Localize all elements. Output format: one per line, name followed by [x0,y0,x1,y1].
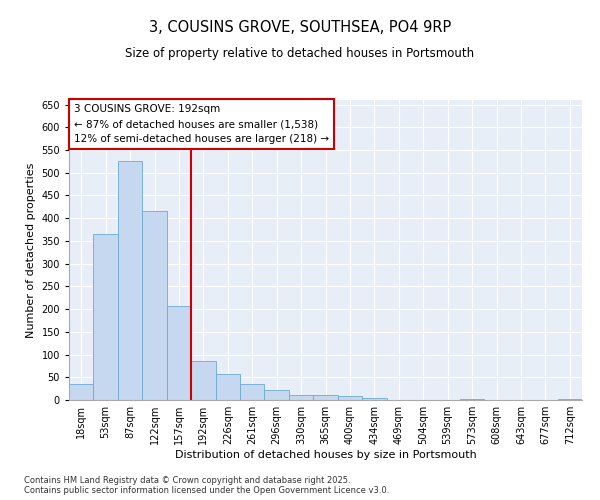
Bar [362,398,386,400]
Bar [557,398,582,400]
Bar [215,374,240,400]
Bar [460,398,484,400]
Bar [313,396,338,400]
Text: Contains HM Land Registry data © Crown copyright and database right 2025.
Contai: Contains HM Land Registry data © Crown c… [24,476,389,495]
Bar [142,212,167,400]
Text: 3, COUSINS GROVE, SOUTHSEA, PO4 9RP: 3, COUSINS GROVE, SOUTHSEA, PO4 9RP [149,20,451,35]
Bar [289,396,313,400]
Bar [118,162,142,400]
Bar [94,234,118,400]
Y-axis label: Number of detached properties: Number of detached properties [26,162,36,338]
Bar [167,306,191,400]
Text: 3 COUSINS GROVE: 192sqm
← 87% of detached houses are smaller (1,538)
12% of semi: 3 COUSINS GROVE: 192sqm ← 87% of detache… [74,104,329,144]
Bar [265,390,289,400]
X-axis label: Distribution of detached houses by size in Portsmouth: Distribution of detached houses by size … [175,450,476,460]
Bar [240,384,265,400]
Bar [191,362,215,400]
Bar [338,396,362,400]
Text: Size of property relative to detached houses in Portsmouth: Size of property relative to detached ho… [125,48,475,60]
Bar [69,384,94,400]
